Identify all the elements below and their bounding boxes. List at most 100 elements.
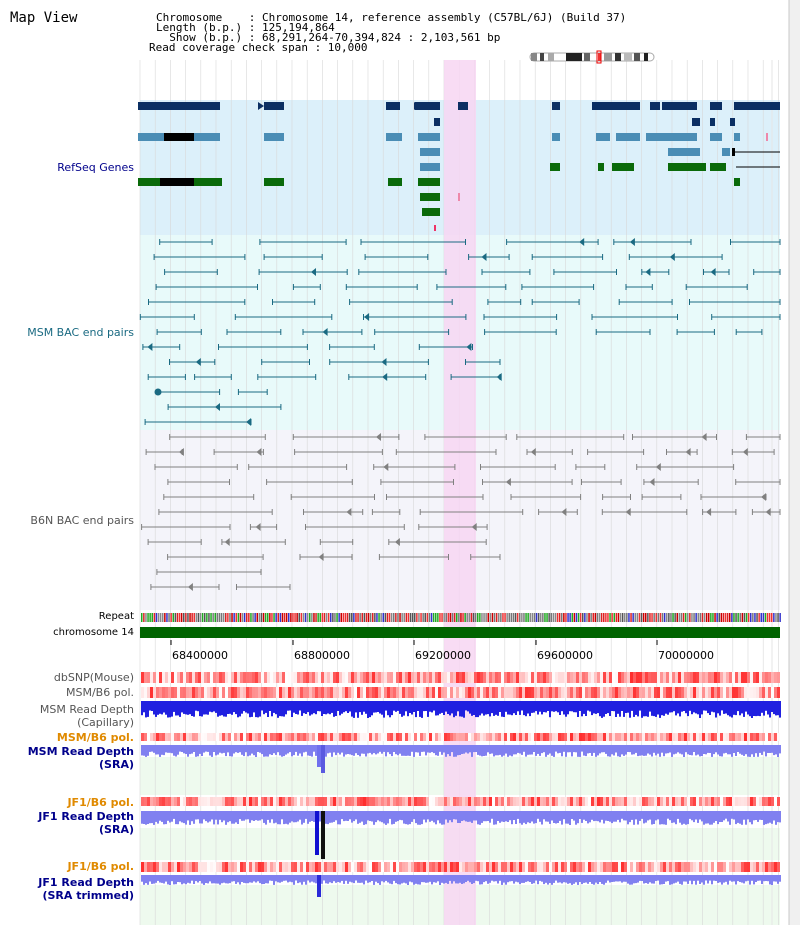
jf1-b6-pol-cell [414,797,417,806]
jf1-depth-trim-bar [635,875,637,884]
jf1-depth-trim-bar [155,875,157,883]
jf1-depth-sra-bar [257,811,259,821]
refseq-genes-label[interactable]: RefSeq Genes [57,161,134,174]
jf1-b6-pol-cell [762,797,765,806]
dbsnp-cell [354,672,357,683]
jf1-depth-sra-bar [447,811,449,823]
msm-depth-capillary-label[interactable]: MSM Read Depth [39,703,134,716]
jf1-b6-pol2-cell [432,862,435,872]
b6n-bac-label[interactable]: B6N BAC end pairs [30,514,134,527]
jf1-depth-trimmed-label[interactable]: JF1 Read Depth [38,876,134,889]
msm-b6-pol-cell [630,687,633,698]
dbsnp-cell [606,672,609,683]
jf1-b6-pol-cell [354,797,357,806]
msm-b6-pol2-cell [777,733,780,741]
jf1-depth-sra-bar [365,811,367,825]
msm-b6-pol2-cell [237,733,240,741]
chromosome-ideogram-icon[interactable] [529,50,655,64]
msm-b6-pol2-cell [636,733,639,741]
repeat-mark [642,613,645,622]
repeat-label: Repeat [98,611,134,622]
dbsnp-label[interactable]: dbSNP(Mouse) [53,671,134,684]
msm-b6-pol-label[interactable]: MSM/B6 pol. [66,686,134,699]
repeat-mark [638,613,641,622]
msm-depth-cap-bar [191,701,193,716]
jf1-depth-sra-bar [421,811,423,825]
repeat-mark [170,613,172,622]
msm-depth-sra-label[interactable]: MSM Read Depth [27,745,134,758]
jf1-b6-pol-cell [672,797,675,806]
jf1-depth-trim-bar [375,875,377,882]
jf1-depth-sra-bar [411,811,413,822]
msm-depth-sra-bar [705,745,707,755]
msm-depth-cap-bar [629,701,631,718]
msm-b6-pol2-cell [564,733,567,741]
jf1-b6-pol-cell [501,797,504,806]
msm-depth-sra-bar [411,745,413,752]
jf1-depth-trim-bar [369,875,371,883]
repeat-mark [151,613,153,622]
msm-depth-sra-bar [439,745,441,752]
jf1-b6-pol-cell [651,797,654,806]
jf1-depth-trim-bar [381,875,383,882]
msm-depth-sra-bar [299,745,301,754]
jf1-b6-pol2-cell [618,862,621,872]
jf1-depth-trim-bar [623,875,625,882]
jf1-b6-pol-cell [675,797,678,806]
jf1-depth-trim-bar [217,875,219,884]
msm-b6-pol2-cell [345,733,348,741]
msm-b6-pol2-cell [465,733,468,741]
repeat-mark [141,613,143,622]
jf1-b6-pol-cell [300,797,303,806]
msm-depth-cap-bar [205,701,207,715]
jf1-b6-pol2-cell [774,862,777,872]
msm-depth-sra-bar [141,745,143,756]
jf1-depth-sra-bar [317,811,319,855]
repeat-mark [304,613,307,622]
jf1-b6-pol2-cell [669,862,672,872]
msm-b6-pol2-label[interactable]: MSM/B6 pol. [56,731,134,744]
msm-b6-pol2-cell [633,733,636,741]
jf1-depth-trim-bar [263,875,265,884]
msm-b6-pol-cell [570,687,573,698]
msm-bac-label[interactable]: MSM BAC end pairs [27,326,134,339]
jf1-depth-sra-bar [147,811,149,824]
jf1-b6-pol-cell [525,797,528,806]
jf1-b6-pol-cell [714,797,717,806]
jf1-depth-sra-bar [269,811,271,823]
msm-b6-pol-cell [486,687,489,698]
jf1-depth-trim-bar [519,875,521,885]
jf1-depth-sra-bar [403,811,405,824]
jf1-b6-pol-label[interactable]: JF1/B6 pol. [67,796,134,809]
jf1-depth-trim-bar [453,875,455,882]
jf1-b6-pol2-cell [243,862,246,872]
jf1-depth-sra-bar [431,811,433,821]
msm-b6-pol-cell [681,687,684,698]
jf1-depth-trim-bar [541,875,543,882]
jf1-b6-pol-cell [543,797,546,806]
jf1-depth-sra-label[interactable]: JF1 Read Depth [38,810,134,823]
jf1-b6-pol2-cell [237,862,240,872]
jf1-b6-pol2-label[interactable]: JF1/B6 pol. [67,860,134,873]
msm-b6-pol-cell [144,687,147,698]
jf1-depth-sra-bar [455,811,457,820]
msm-depth-cap-bar [249,701,251,718]
jf1-b6-pol-cell [192,797,195,806]
msm-b6-pol2-cell [195,733,198,741]
repeat-mark [191,613,193,622]
jf1-b6-pol2-cell [312,862,315,872]
repeat-mark [225,613,227,622]
repeat-mark [166,613,168,622]
jf1-depth-trim-bar [439,875,441,885]
jf1-depth-sra-bar [347,811,349,821]
jf1-depth-sra-bar [605,811,607,821]
repeat-mark [584,613,586,622]
jf1-depth-sra-bar [681,811,683,825]
msm-depth-sra-bar [539,745,541,756]
msm-depth-cap-bar [193,701,195,717]
msm-depth-sra-bar [173,745,175,756]
repeat-mark [416,613,418,622]
jf1-b6-pol-cell [444,797,447,806]
msm-b6-pol-cell [156,687,159,698]
jf1-depth-trim-bar [257,875,259,882]
